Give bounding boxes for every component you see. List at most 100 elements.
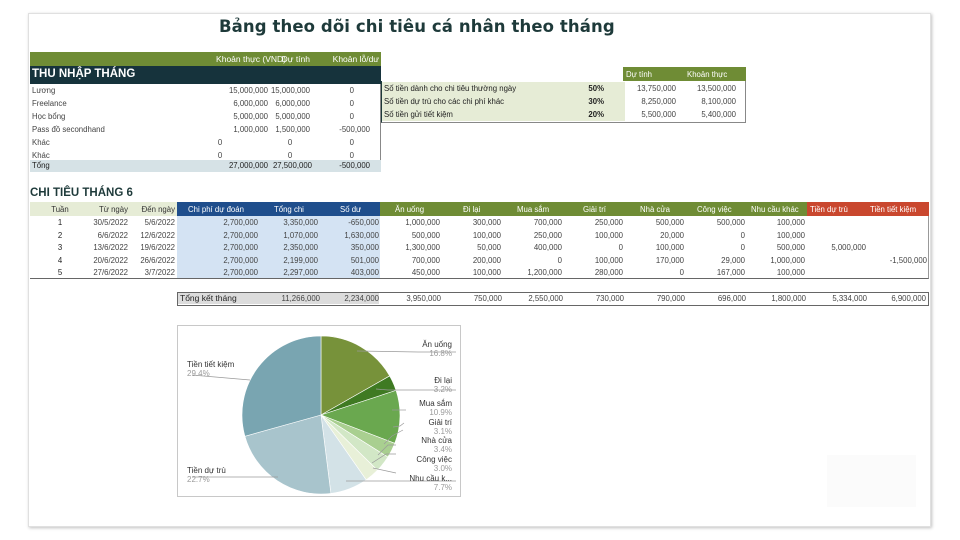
cell-week: 2 xyxy=(57,230,63,240)
allocation-pct: 20% xyxy=(588,110,604,119)
summary-housing: 790,000 xyxy=(656,294,685,303)
expenses-header-row: Tuần Từ ngày Đến ngày Chi phí dự đoán Tổ… xyxy=(30,202,929,216)
cell-food: 700,000 xyxy=(411,255,440,265)
expense-row[interactable]: 4 20/6/2022 26/6/2022 2,700,000 2,199,00… xyxy=(30,254,928,267)
cell-work: 167,000 xyxy=(716,268,745,277)
cell-to: 26/6/2022 xyxy=(140,255,175,265)
cell-balance: 501,000 xyxy=(350,255,379,265)
summary-entertainment: 730,000 xyxy=(595,294,624,303)
cell-to: 12/6/2022 xyxy=(140,230,175,240)
income-actual: 0 xyxy=(217,151,223,160)
pie-label-housing: Nhà cửa 3.4% xyxy=(421,436,452,454)
cell-transport: 200,000 xyxy=(472,255,501,265)
allocation-label-bg xyxy=(382,82,625,95)
summary-shopping: 2,550,000 xyxy=(528,294,563,303)
cell-food: 1,300,000 xyxy=(405,243,440,252)
income-planned: 0 xyxy=(287,138,293,147)
header-bg-savings xyxy=(807,202,929,216)
allocation-label-bg xyxy=(382,95,625,108)
cell-food: 500,000 xyxy=(411,230,440,240)
header-to: Đến ngày xyxy=(141,205,175,214)
cell-balance: -650,000 xyxy=(348,218,379,227)
income-actual: 0 xyxy=(217,138,223,147)
income-row[interactable]: Học bổng 5,000,000 5,000,000 0 xyxy=(30,110,381,123)
income-planned: 6,000,000 xyxy=(275,99,310,108)
cell-to: 5/6/2022 xyxy=(144,218,175,227)
summary-transport: 750,000 xyxy=(473,294,502,303)
allocation-label: Số tiền dự trù cho các chi phí khác xyxy=(384,97,505,106)
cell-other: 100,000 xyxy=(776,268,805,277)
pie-slice[interactable] xyxy=(241,335,322,437)
header-work: Công việc xyxy=(697,205,732,214)
summary-total-spend: 11,266,000 xyxy=(281,294,320,303)
expense-row[interactable]: 1 30/5/2022 5/6/2022 2,700,000 3,350,000… xyxy=(30,216,928,229)
income-row[interactable]: Khác 0 0 0 xyxy=(30,149,381,162)
empty-cell-area xyxy=(827,455,916,507)
header-transport: Đi lại xyxy=(463,205,481,214)
cell-transport: 100,000 xyxy=(472,268,501,277)
cell-balance: 403,000 xyxy=(350,268,379,277)
allocation-label: Số tiền gửi tiết kiệm xyxy=(384,110,453,119)
cell-to: 19/6/2022 xyxy=(140,243,175,252)
expense-row[interactable]: 3 13/6/2022 19/6/2022 2,700,000 2,350,00… xyxy=(30,241,928,254)
income-total-row[interactable]: Tổng 27,000,000 27,500,000 -500,000 xyxy=(30,160,381,172)
cell-week: 4 xyxy=(57,255,63,265)
summary-balance: 2,234,000 xyxy=(344,294,379,303)
header-from: Từ ngày xyxy=(98,205,128,214)
cell-transport: 300,000 xyxy=(472,218,501,227)
cell-balance: 1,630,000 xyxy=(344,230,379,240)
income-row[interactable]: Khác 0 0 0 xyxy=(30,136,381,149)
expense-row[interactable]: 2 6/6/2022 12/6/2022 2,700,000 1,070,000… xyxy=(30,229,928,242)
pie-label-savings: Tiền tiết kiệm 29.4% xyxy=(187,360,235,378)
cell-shopping: 0 xyxy=(557,255,562,265)
header-food: Ăn uống xyxy=(395,205,425,214)
cell-reserve: 5,000,000 xyxy=(831,243,866,252)
income-row[interactable]: Pass đồ secondhand 1,000,000 1,500,000 -… xyxy=(30,123,381,136)
allocation-row[interactable]: Số tiền dự trù cho các chi phí khác 30% … xyxy=(382,95,746,108)
income-total-diff: -500,000 xyxy=(339,161,370,170)
allocation-header-actual: Khoản thực xyxy=(687,70,728,79)
income-header-actual: Khoản thực (VND) xyxy=(216,54,286,64)
cell-transport: 50,000 xyxy=(477,243,501,252)
allocation-pct: 50% xyxy=(588,84,604,93)
cell-entertainment: 280,000 xyxy=(594,268,623,277)
income-planned: 0 xyxy=(287,151,293,160)
cell-shopping: 700,000 xyxy=(533,218,562,227)
cell-housing: 500,000 xyxy=(655,218,684,227)
allocation-table: Số tiền dành cho chi tiêu thường ngày 50… xyxy=(381,81,746,123)
income-total-actual: 27,000,000 xyxy=(228,161,268,170)
cell-from: 13/6/2022 xyxy=(93,243,128,252)
income-label: Khác xyxy=(32,138,50,147)
income-diff: -500,000 xyxy=(339,125,370,134)
pie-slice[interactable] xyxy=(320,335,391,416)
expense-row[interactable]: 5 27/6/2022 3/7/2022 2,700,000 2,297,000… xyxy=(30,266,928,279)
pie-label-other: Nhu cầu k... 7.7% xyxy=(409,474,452,492)
pie-label-work: Công việc 3.0% xyxy=(416,455,452,473)
header-balance: Số dư xyxy=(340,205,362,214)
pie-label-entertainment: Giải trí 3.1% xyxy=(428,418,452,436)
allocation-header-planned: Dự tính xyxy=(626,70,653,79)
month-summary-row[interactable]: Tổng kết tháng 11,266,000 2,234,000 3,95… xyxy=(177,292,929,306)
income-label: Học bổng xyxy=(32,112,66,121)
income-section-band: THU NHẬP THÁNG xyxy=(30,66,381,84)
cell-entertainment: 100,000 xyxy=(594,255,623,265)
allocation-row[interactable]: Số tiền gửi tiết kiệm 20% 5,500,000 5,40… xyxy=(382,108,746,121)
pie-label-transport: Đi lại 3.2% xyxy=(433,376,452,394)
income-planned: 5,000,000 xyxy=(275,112,310,121)
header-entertainment: Giải trí xyxy=(583,205,606,214)
cell-from: 30/5/2022 xyxy=(93,218,128,227)
header-bg-budget xyxy=(177,202,380,216)
cell-food: 450,000 xyxy=(411,268,440,277)
income-diff: 0 xyxy=(349,151,354,160)
cell-other: 100,000 xyxy=(776,218,805,227)
pie-label-food: Ăn uống 16.8% xyxy=(422,340,452,358)
cell-housing: 0 xyxy=(679,268,684,277)
income-actual: 15,000,000 xyxy=(228,86,268,95)
leader-lines xyxy=(191,350,456,482)
income-row[interactable]: Lương 15,000,000 15,000,000 0 xyxy=(30,84,381,97)
allocation-row[interactable]: Số tiền dành cho chi tiêu thường ngày 50… xyxy=(382,82,746,95)
pie-slice[interactable] xyxy=(244,414,332,495)
allocation-planned: 13,750,000 xyxy=(636,84,676,93)
income-row[interactable]: Freelance 6,000,000 6,000,000 0 xyxy=(30,97,381,110)
expense-pie-chart[interactable]: Ăn uống 16.8% Đi lại 3.2% Mua sắm 10.9% Giả… xyxy=(177,325,461,497)
